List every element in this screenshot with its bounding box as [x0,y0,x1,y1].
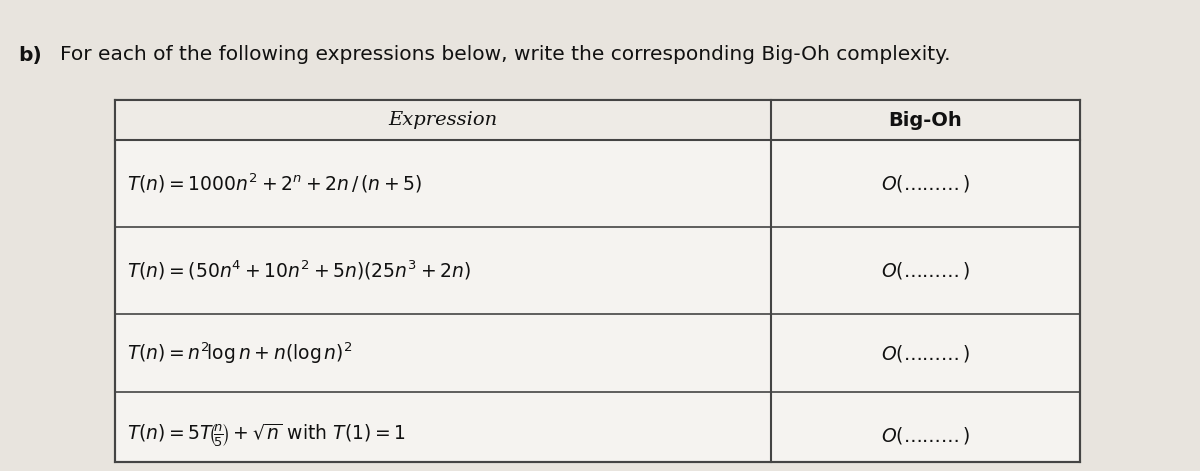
Bar [115,100,1080,140]
Text: Big-Oh: Big-Oh [889,111,962,130]
Text: $T(n) = (50n^4 + 10n^2 + 5n)(25n^3 + 2n)$: $T(n) = (50n^4 + 10n^2 + 5n)(25n^3 + 2n)… [127,259,470,283]
Text: b): b) [18,46,42,65]
Text: $T(n) = n^2\!\log n + n(\log n)^2$: $T(n) = n^2\!\log n + n(\log n)^2$ [127,341,353,366]
Text: $T(n) = 5T\!\left(\!\frac{n}{5}\!\right) + \sqrt{n}\ \mathrm{with}\ T(1) = 1$: $T(n) = 5T\!\left(\!\frac{n}{5}\!\right)… [127,422,406,449]
Text: $O(\ldots\ldots\ldots\,)$: $O(\ldots\ldots\ldots\,)$ [881,260,970,281]
Text: For each of the following expressions below, write the corresponding Big-Oh comp: For each of the following expressions be… [60,46,950,65]
Text: $O(\ldots\ldots\ldots\,)$: $O(\ldots\ldots\ldots\,)$ [881,343,970,364]
Text: $O(\ldots\ldots\ldots\,)$: $O(\ldots\ldots\ldots\,)$ [881,425,970,446]
Text: Expression: Expression [389,111,498,129]
Text: $T(n) = 1000n^2 + 2^n + 2n\,/\,(n + 5)$: $T(n) = 1000n^2 + 2^n + 2n\,/\,(n + 5)$ [127,172,422,195]
Text: $O(\ldots\ldots\ldots\,)$: $O(\ldots\ldots\ldots\,)$ [881,173,970,194]
Bar [115,100,1080,462]
